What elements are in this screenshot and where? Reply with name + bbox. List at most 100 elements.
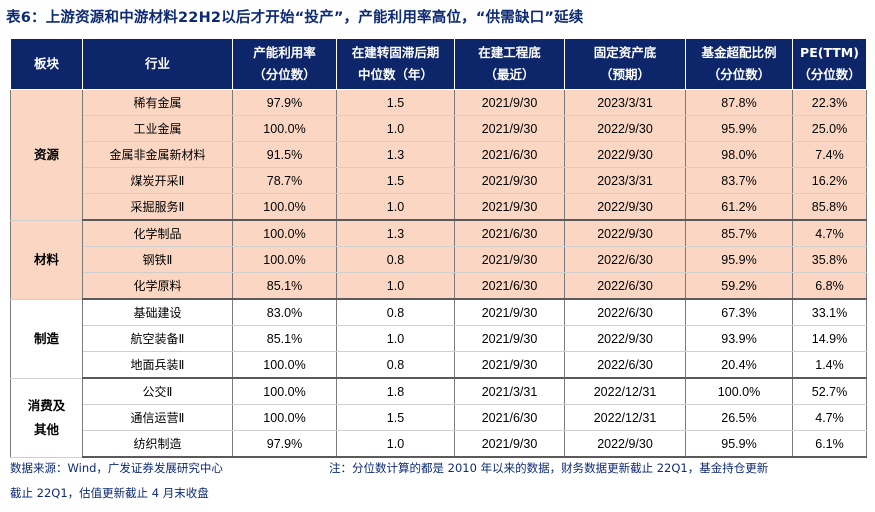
footnote: 注：分位数计算的都是 2010 年以来的数据，财务数据更新截止 22Q1，基金持… (329, 461, 769, 475)
table-row: 工业金属 100.0% 1.0 2021/9/30 2022/9/30 95.9… (11, 115, 867, 142)
pe-cell: 85.8% (792, 193, 867, 221)
industry-cell: 金属非金属新材料 (82, 141, 233, 168)
table-row: 消费及 其他 公交Ⅱ 100.0% 1.8 2021/3/31 2022/12/3… (10, 378, 867, 458)
fa-cell: 2022/9/30 (564, 193, 686, 221)
sector-cell: 制造 (10, 299, 83, 379)
fund-cell: 61.2% (685, 193, 793, 221)
data-source: 数据来源：Wind，广发证券发展研究中心 (10, 461, 223, 475)
pe-cell: 14.9% (792, 325, 867, 352)
header-pe: PE(TTM) （分位数） (792, 38, 867, 90)
cip-cell: 2021/9/30 (454, 299, 565, 326)
lag-cell: 1.0 (336, 115, 455, 142)
cip-cell: 2021/9/30 (454, 246, 565, 273)
table-row: 制造 基础建设 83.0% 0.8 2021/9/30 2022/6/30 67… (10, 299, 867, 379)
header-industry: 行业 (82, 38, 233, 90)
util-cell: 91.5% (232, 141, 337, 168)
industry-cell: 钢铁Ⅱ (82, 246, 233, 273)
util-cell: 78.7% (232, 167, 337, 194)
fund-cell: 26.5% (685, 404, 793, 431)
fa-cell: 2022/12/31 (564, 378, 686, 405)
pe-cell: 35.8% (792, 246, 867, 273)
fa-cell: 2022/6/30 (564, 351, 686, 379)
fund-cell: 85.7% (685, 220, 793, 247)
cip-cell: 2021/9/30 (454, 115, 565, 142)
pe-cell: 7.4% (792, 141, 867, 168)
sector-cell: 资源 (10, 89, 83, 221)
pe-cell: 4.7% (792, 220, 867, 247)
header-capacity-util: 产能利用率 （分位数） (232, 38, 337, 90)
lag-cell: 1.3 (336, 141, 455, 168)
header-lag: 在建转固滞后期 中位数（年） (336, 38, 455, 90)
industry-cell: 工业金属 (82, 115, 233, 142)
fa-cell: 2022/9/30 (564, 325, 686, 352)
pe-cell: 22.3% (792, 89, 867, 116)
fund-cell: 95.9% (685, 430, 793, 458)
header-sector: 板块 (10, 38, 83, 90)
util-cell: 85.1% (232, 325, 337, 352)
cip-cell: 2021/9/30 (454, 351, 565, 379)
table-row: 采掘服务Ⅱ 100.0% 1.0 2021/9/30 2022/9/30 61.… (11, 193, 867, 221)
table-row: 材料 化学制品 100.0% 1.3 2021/6/30 2022/9/30 8… (10, 220, 867, 300)
fa-cell: 2022/12/31 (564, 404, 686, 431)
cip-cell: 2021/6/30 (454, 404, 565, 431)
table-title: 表6：上游资源和中游材料22H2以后才开始“投产”，产能利用率高位，“供需缺口”… (6, 10, 584, 26)
cip-cell: 2021/6/30 (454, 141, 565, 168)
pe-cell: 16.2% (792, 167, 867, 194)
lag-cell: 1.5 (336, 167, 455, 194)
table-row: 煤炭开采Ⅱ 78.7% 1.5 2021/9/30 2023/3/31 83.7… (11, 167, 867, 194)
industry-cell: 基础建设 (82, 299, 233, 326)
pe-cell: 52.7% (792, 378, 867, 405)
util-cell: 100.0% (232, 220, 337, 247)
sector-cell: 材料 (10, 220, 83, 300)
industry-cell: 采掘服务Ⅱ (82, 193, 233, 221)
lag-cell: 1.8 (336, 378, 455, 405)
cip-cell: 2021/6/30 (454, 272, 565, 300)
table-row: 地面兵装Ⅱ 100.0% 0.8 2021/9/30 2022/6/30 20.… (11, 351, 867, 379)
fund-cell: 95.9% (685, 115, 793, 142)
fund-cell: 100.0% (685, 378, 793, 405)
fund-cell: 98.0% (685, 141, 793, 168)
cip-cell: 2021/3/31 (454, 378, 565, 405)
fa-cell: 2022/6/30 (564, 246, 686, 273)
lag-cell: 0.8 (336, 246, 455, 273)
fund-cell: 87.8% (685, 89, 793, 116)
pe-cell: 33.1% (792, 299, 867, 326)
util-cell: 100.0% (232, 115, 337, 142)
lag-cell: 1.5 (336, 404, 455, 431)
util-cell: 100.0% (232, 378, 337, 405)
util-cell: 100.0% (232, 193, 337, 221)
fund-cell: 93.9% (685, 325, 793, 352)
fa-cell: 2022/9/30 (564, 220, 686, 247)
industry-cell: 煤炭开采Ⅱ (82, 167, 233, 194)
header-row: 板块 行业 产能利用率 （分位数） 在建转固滞后期 中位数（年） 在建工程底 （最近）… (10, 38, 867, 90)
lag-cell: 1.5 (336, 89, 455, 116)
lag-cell: 0.8 (336, 299, 455, 326)
header-fa-bottom: 固定资产底 （预期） (564, 38, 686, 90)
industry-cell: 化学原料 (82, 272, 233, 300)
table-row: 资源 稀有金属 97.9% 1.5 2021/9/30 2023/3/31 87… (10, 89, 867, 221)
table-row: 航空装备Ⅱ 85.1% 1.0 2021/9/30 2022/9/30 93.9… (11, 325, 867, 352)
cip-cell: 2021/6/30 (454, 220, 565, 247)
lag-cell: 1.0 (336, 430, 455, 458)
fa-cell: 2023/3/31 (564, 167, 686, 194)
pe-cell: 25.0% (792, 115, 867, 142)
util-cell: 97.9% (232, 430, 337, 458)
pe-cell: 6.1% (792, 430, 867, 458)
fa-cell: 2022/6/30 (564, 272, 686, 300)
table-row: 金属非金属新材料 91.5% 1.3 2021/6/30 2022/9/30 9… (11, 141, 867, 168)
footnote-continued: 截止 22Q1，估值更新截止 4 月末收盘 (10, 486, 209, 500)
cip-cell: 2021/9/30 (454, 430, 565, 458)
util-cell: 97.9% (232, 89, 337, 116)
industry-cell: 通信运营Ⅱ (82, 404, 233, 431)
header-fund-overweight: 基金超配比例 （分位数） (685, 38, 793, 90)
util-cell: 100.0% (232, 404, 337, 431)
sector-cell: 消费及 其他 (10, 378, 83, 458)
lag-cell: 1.3 (336, 220, 455, 247)
util-cell: 100.0% (232, 351, 337, 379)
pe-cell: 4.7% (792, 404, 867, 431)
fund-cell: 59.2% (685, 272, 793, 300)
table-row: 纺织制造 97.9% 1.0 2021/9/30 2022/9/30 95.9%… (11, 430, 867, 458)
fa-cell: 2022/9/30 (564, 430, 686, 458)
fund-cell: 95.9% (685, 246, 793, 273)
util-cell: 100.0% (232, 246, 337, 273)
